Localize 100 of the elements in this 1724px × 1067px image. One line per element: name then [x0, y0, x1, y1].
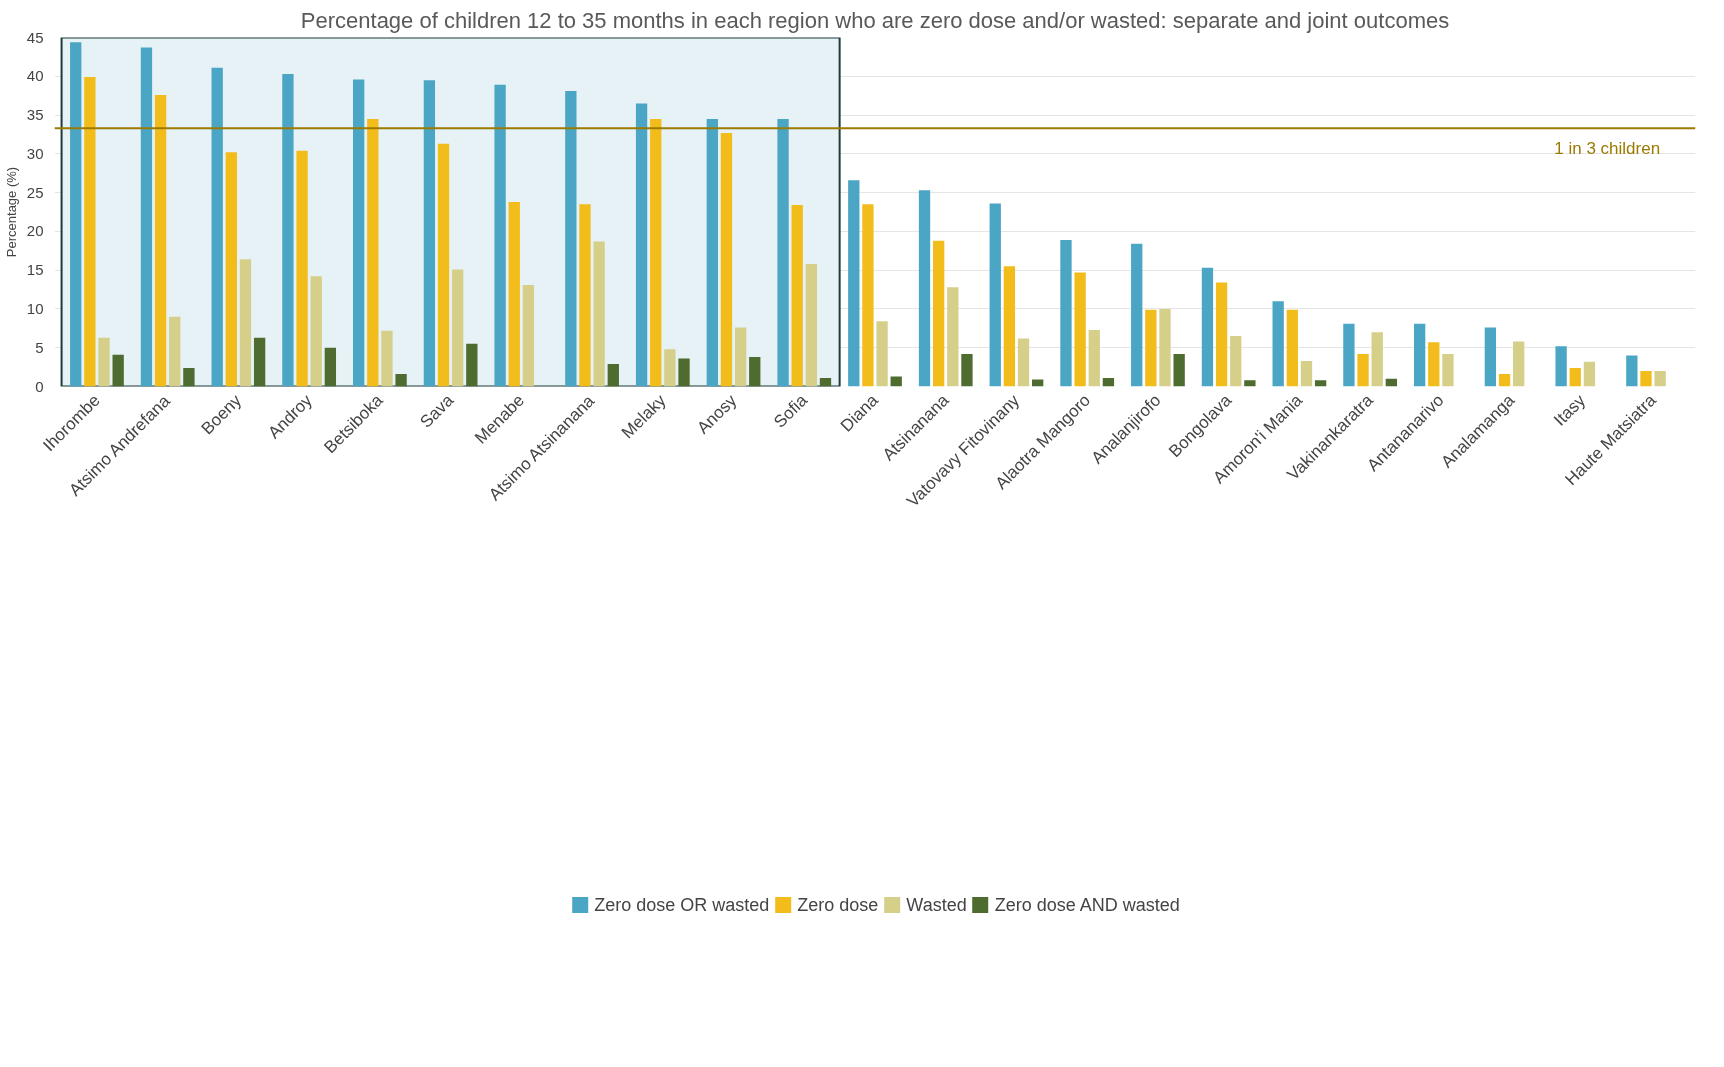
bar: [1569, 367, 1581, 387]
y-tick-label: 45: [26, 28, 44, 46]
bar: [918, 190, 931, 387]
bar: [310, 276, 322, 387]
bar: [381, 330, 393, 387]
bar: [1159, 308, 1171, 387]
bar: [1583, 361, 1596, 387]
bar: [282, 73, 294, 387]
y-tick-label: 25: [26, 183, 44, 201]
bar: [1343, 323, 1355, 387]
y-tick-label: 35: [26, 106, 44, 124]
bar: [169, 316, 181, 387]
bar: [112, 354, 124, 387]
bar: [565, 91, 577, 387]
bar: [819, 377, 832, 387]
bar: [437, 143, 450, 387]
bar: [1428, 342, 1440, 387]
bar: [522, 284, 535, 387]
bar: [1131, 243, 1143, 387]
y-tick-label: 40: [26, 67, 44, 85]
bar: [933, 240, 945, 387]
bar: [848, 180, 860, 387]
bar: [664, 349, 676, 387]
bar: [324, 347, 337, 387]
y-tick-label: 15: [26, 261, 44, 279]
bar: [140, 47, 153, 387]
bar: [706, 118, 718, 387]
bar: [989, 203, 1001, 387]
bar: [607, 364, 619, 387]
bar: [650, 118, 662, 387]
bar: [961, 353, 973, 387]
bar: [1413, 323, 1426, 387]
bar: [1201, 267, 1214, 387]
bar: [1654, 370, 1666, 387]
bar: [367, 118, 379, 387]
bar: [1074, 272, 1086, 387]
bar: [423, 80, 436, 387]
bar: [1314, 380, 1327, 387]
bar: [508, 201, 520, 387]
bar: [777, 118, 789, 387]
bar: [1145, 309, 1157, 387]
y-tick-label: 30: [26, 144, 44, 162]
bar: [876, 321, 888, 387]
bar: [1017, 338, 1030, 387]
bar: [947, 287, 959, 387]
bar: [1230, 336, 1242, 387]
bar: [1060, 239, 1072, 387]
bar: [1244, 380, 1256, 387]
bar: [253, 337, 266, 387]
bar: [452, 269, 464, 387]
bar: [239, 259, 252, 387]
bar: [890, 376, 902, 387]
bar: [1300, 360, 1313, 387]
bar: [1513, 341, 1525, 387]
bar: [579, 204, 591, 387]
y-tick-label: 0: [35, 377, 44, 395]
bar: [1626, 355, 1638, 387]
bar: [84, 77, 96, 387]
legend-label: Zero dose OR wasted: [594, 894, 770, 916]
bar: [1215, 282, 1228, 387]
bar: [734, 327, 747, 387]
bar: [494, 84, 506, 387]
bar: [466, 343, 478, 387]
bar: [749, 357, 761, 387]
ref-line-label: 1 in 3 children: [1554, 139, 1661, 159]
bar: [1272, 301, 1284, 387]
bar: [1102, 377, 1115, 387]
legend-label: Zero dose AND wasted: [994, 894, 1180, 916]
bar: [1173, 353, 1185, 387]
bar: [1555, 346, 1567, 387]
chart-title: Percentage of children 12 to 35 months in each region who are zero dose and/or wasted: separate and joint outcomes: [300, 7, 1450, 33]
bar: [635, 103, 648, 387]
y-tick-label: 10: [26, 299, 44, 317]
bar: [1357, 353, 1369, 387]
legend-label: Zero dose: [797, 894, 879, 916]
bar: [296, 150, 308, 387]
bar: [720, 132, 733, 387]
bar: [1371, 332, 1383, 387]
bar: [805, 263, 817, 387]
bar: [395, 374, 407, 387]
bar: [225, 152, 237, 387]
bar: [791, 205, 803, 387]
bar: [1442, 353, 1454, 387]
legend-label: Wasted: [906, 894, 967, 916]
bar: [678, 358, 690, 387]
y-axis-title: Percentage (%): [3, 166, 19, 258]
bar: [352, 79, 365, 387]
bar: [1088, 329, 1100, 387]
y-tick-label: 5: [35, 338, 44, 356]
bar: [70, 42, 82, 387]
bar: [154, 94, 167, 387]
bar: [183, 367, 195, 387]
bar: [211, 67, 223, 387]
bar: [862, 204, 874, 387]
bar: [1498, 374, 1511, 387]
bar: [593, 241, 605, 387]
bar: [1640, 370, 1652, 387]
bar: [98, 337, 110, 387]
y-tick-label: 20: [26, 222, 44, 240]
bar: [1003, 266, 1016, 387]
